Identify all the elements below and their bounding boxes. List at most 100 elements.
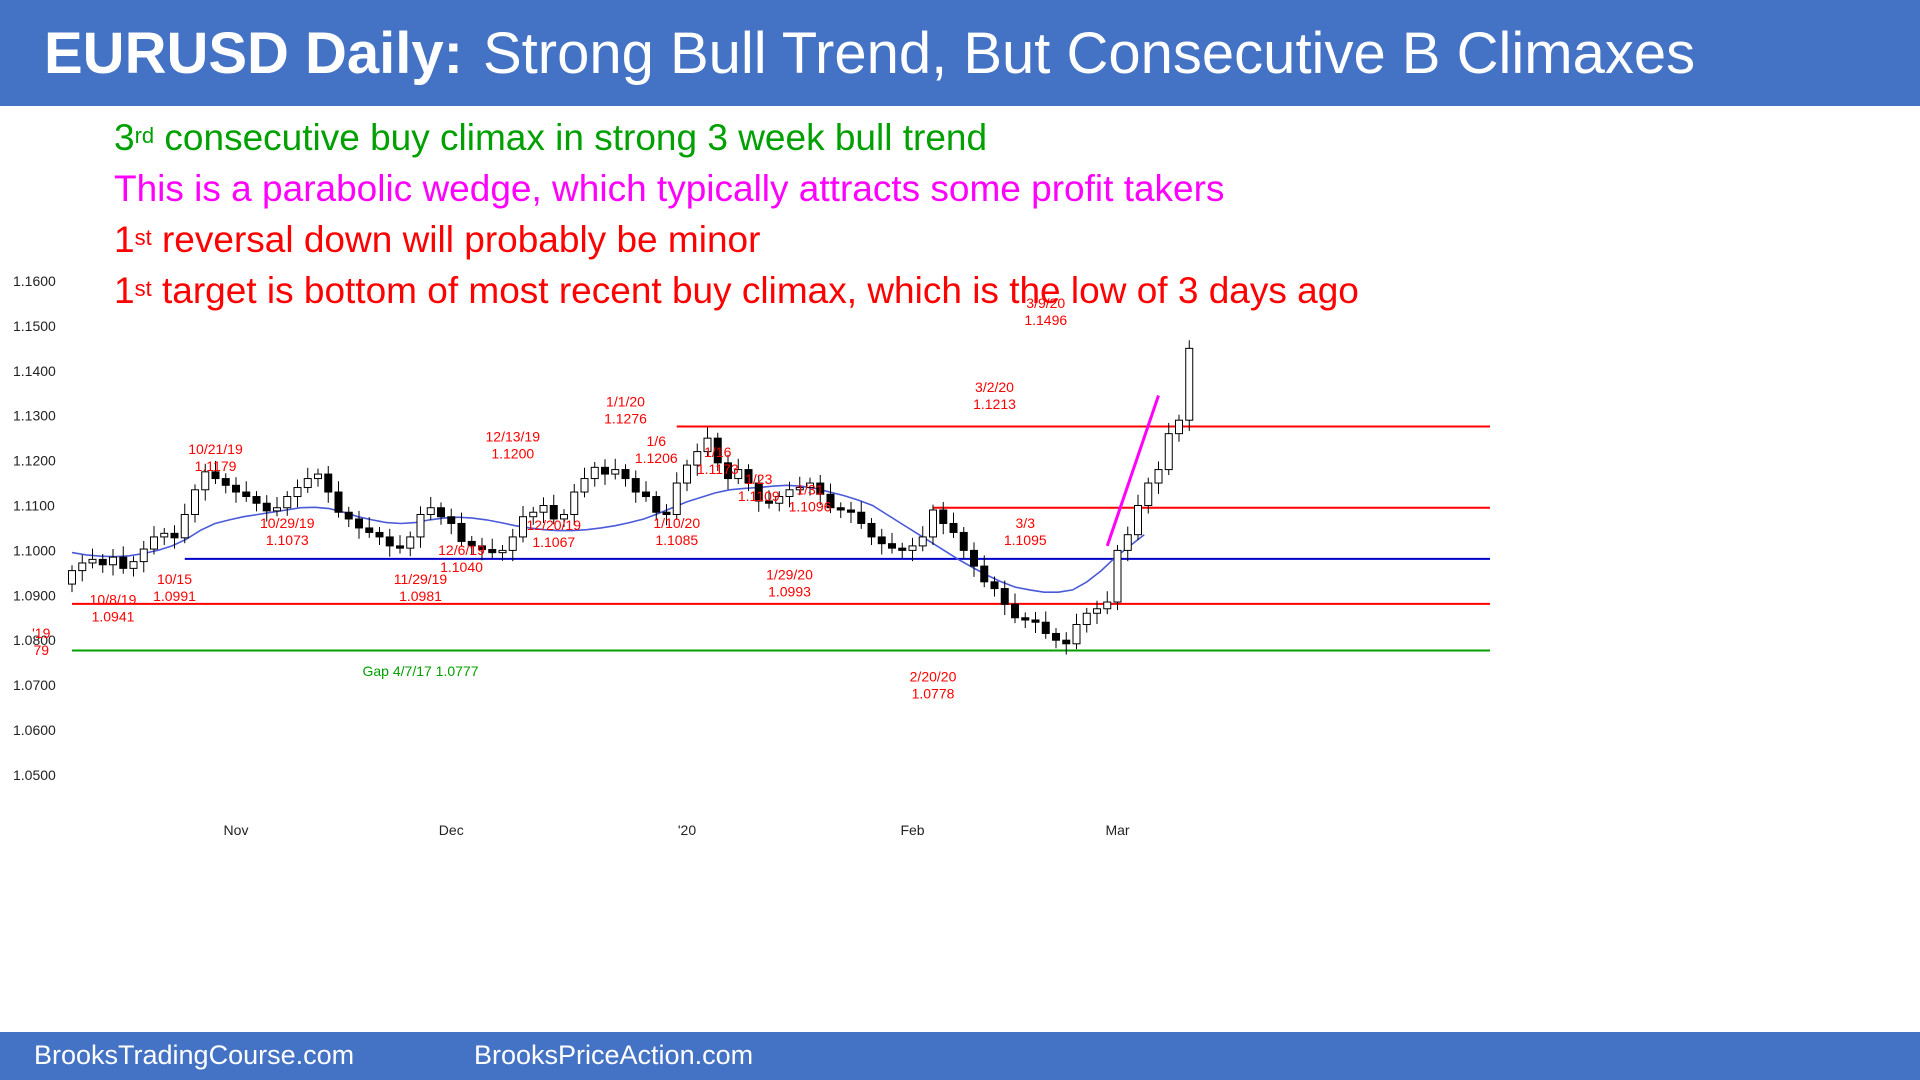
candle-body [1113, 549, 1122, 603]
candle-body [847, 509, 855, 513]
price-annotation: 1.0941 [92, 608, 135, 624]
candle-body [1134, 505, 1142, 536]
candle-body [78, 562, 87, 572]
candle-body [68, 570, 76, 585]
candle-body [478, 545, 486, 551]
candle-body [344, 511, 353, 520]
note-ordinal-suffix: st [134, 276, 152, 301]
candle-body [498, 549, 507, 554]
note-ordinal: 1 [114, 219, 135, 260]
candle-body [744, 469, 753, 484]
candle-body [939, 509, 948, 524]
footer-link-brookspriceaction[interactable]: BrooksPriceAction.com [474, 1040, 754, 1070]
y-tick-label: 1.1400 [13, 363, 56, 379]
candle-body [447, 516, 456, 524]
price-annotation: 1.0993 [768, 584, 811, 600]
candle-body [180, 513, 189, 539]
candle-body [560, 513, 568, 520]
note-text: consecutive buy climax in strong 3 week … [154, 117, 988, 158]
price-annotation: 1.1213 [973, 396, 1016, 412]
candle-body [621, 469, 630, 480]
price-annotation: 1.1095 [1004, 532, 1047, 548]
y-tick-label: 1.0500 [13, 767, 56, 783]
candle-body [160, 532, 169, 538]
footer-link-brookstradingcourse[interactable]: BrooksTradingCourse.com [34, 1040, 355, 1070]
candle-body [754, 482, 763, 502]
candle-body [703, 437, 712, 453]
candle-body [580, 478, 589, 493]
price-annotation: 1/29/20 [766, 567, 813, 583]
candle-body [508, 536, 517, 551]
x-tick-label: Dec [439, 822, 464, 838]
y-tick-label: 1.1000 [13, 542, 56, 558]
price-annotation: 1/16 [704, 444, 731, 460]
price-annotation: 1.1179 [195, 458, 237, 474]
note-ordinal-suffix: st [134, 225, 152, 250]
candle-body [365, 527, 374, 533]
parabolic-wedge-line [1105, 395, 1160, 547]
candle-body [601, 466, 609, 475]
candle-body [232, 484, 240, 493]
candle-body [775, 496, 784, 504]
candle-body [355, 518, 363, 529]
candle-body [806, 482, 814, 489]
candle-body [1082, 612, 1091, 625]
note-text: target is bottom of most recent buy clim… [151, 270, 1359, 311]
price-annotation: 1.1173 [697, 461, 739, 477]
title-instrument: EURUSD Daily: [44, 20, 463, 86]
candle-body [734, 469, 743, 480]
candle-body [406, 536, 415, 549]
candle-body [273, 507, 281, 512]
candle-body [724, 462, 732, 480]
x-tick-label: Feb [900, 822, 924, 838]
price-annotation: 3/2/20 [975, 379, 1014, 395]
price-annotation: 1.1085 [655, 532, 698, 548]
candle-body [1164, 433, 1173, 471]
moving-average-line [71, 484, 1145, 593]
candle-body [457, 522, 466, 542]
candle-body [590, 466, 599, 480]
candle-body [221, 478, 230, 486]
price-annotation: 1.1206 [635, 450, 678, 466]
candle-body [191, 489, 199, 515]
candle-body [375, 531, 384, 538]
candle-body [1000, 588, 1009, 605]
candle-body [642, 491, 650, 498]
note-text: This is a parabolic wedge, which typical… [114, 168, 1225, 209]
x-tick-label: Mar [1105, 822, 1129, 838]
candle-body [1103, 601, 1112, 610]
candle-body [959, 531, 968, 551]
candle-body [1185, 347, 1194, 421]
title-description: Strong Bull Trend, But Consecutive B Cli… [482, 20, 1696, 86]
x-tick-label: '20 [678, 822, 696, 838]
candle-body [877, 536, 886, 545]
candle-body [426, 507, 435, 515]
candle-body [1011, 603, 1019, 619]
candle-body [109, 556, 117, 566]
candle-body [88, 558, 97, 564]
candle-body [990, 581, 999, 590]
candle-body [683, 464, 691, 484]
note-ordinal: 1 [114, 270, 135, 311]
candle-body [396, 545, 404, 549]
candle-body [314, 473, 322, 480]
price-annotation: 12/6/19 [438, 542, 485, 558]
candle-body [836, 507, 845, 511]
price-annotation: 1.0991 [153, 588, 196, 604]
price-annotation: 1.1200 [491, 445, 534, 461]
candle-body [672, 482, 681, 515]
price-annotation: 1.0778 [912, 686, 955, 702]
candle-body [1175, 419, 1183, 435]
candle-body [816, 482, 825, 495]
price-annotation: 2/20/20 [910, 669, 957, 685]
candle-body [795, 487, 804, 491]
candle-body [488, 549, 497, 554]
candle-body [262, 502, 271, 512]
candle-body [293, 487, 302, 498]
price-annotation: 1.0981 [399, 588, 442, 604]
candle-body [908, 545, 917, 551]
price-annotation: 1/6 [647, 433, 667, 449]
candle-body [385, 536, 394, 547]
price-annotation: 1.1040 [440, 559, 483, 575]
